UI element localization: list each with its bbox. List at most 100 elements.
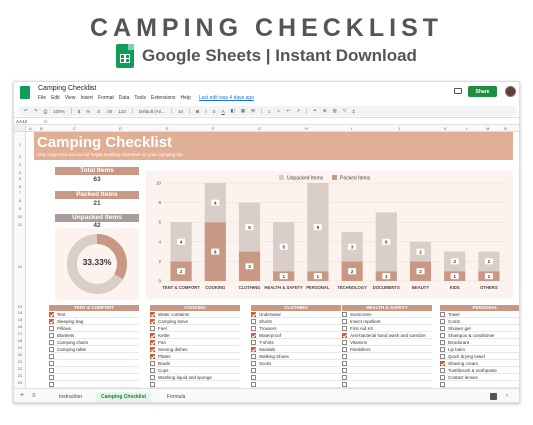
comment-icon[interactable]: [454, 88, 462, 94]
checklist-item-label[interactable]: Towel: [448, 311, 460, 317]
checklist-item-label[interactable]: Lip balm: [448, 346, 466, 352]
checklist-item-label[interactable]: Sleeping bag: [57, 318, 84, 324]
sheet-tab[interactable]: Camping Checklist: [96, 392, 152, 402]
comment-add-icon[interactable]: ⊕: [322, 108, 327, 113]
menu-item-insert[interactable]: Insert: [80, 95, 93, 101]
row-header[interactable]: 9: [18, 206, 22, 211]
checkbox[interactable]: [49, 339, 54, 345]
checklist-item-label[interactable]: Pillows: [57, 325, 72, 331]
explore-icon[interactable]: [490, 393, 497, 400]
checklist-item-label[interactable]: Blankets: [57, 332, 75, 338]
add-sheet-icon[interactable]: +: [20, 392, 25, 399]
row-header[interactable]: 24: [17, 380, 23, 385]
checkbox[interactable]: [49, 325, 54, 331]
row-header[interactable]: 15: [17, 317, 23, 322]
checklist-item-label[interactable]: Toothbrush & toothpaste: [448, 367, 497, 373]
checkbox[interactable]: [251, 325, 256, 331]
checkbox[interactable]: [440, 311, 445, 317]
checkbox[interactable]: [150, 381, 155, 387]
checkbox[interactable]: [440, 381, 445, 387]
checkbox[interactable]: [342, 318, 347, 324]
checkbox[interactable]: [342, 311, 347, 317]
checklist-item-label[interactable]: Insect repellent: [350, 318, 381, 324]
row-header[interactable]: 7: [18, 190, 22, 195]
link-icon[interactable]: ⚭: [313, 108, 317, 113]
percent-format-button[interactable]: %: [86, 108, 91, 114]
menu-item-help[interactable]: Help: [180, 95, 191, 101]
font-select[interactable]: Default (Ari...: [138, 108, 166, 114]
row-header[interactable]: 18: [17, 338, 23, 343]
checklist-item-label[interactable]: Shampoo & conditioner: [448, 332, 495, 338]
checkbox[interactable]: [251, 311, 256, 317]
strikethrough-button[interactable]: S: [212, 108, 216, 114]
font-size-input[interactable]: 10: [178, 108, 184, 114]
checkbox[interactable]: [440, 360, 445, 366]
checkbox[interactable]: [342, 374, 347, 380]
undo-icon[interactable]: ↶: [24, 108, 28, 113]
checklist-item-label[interactable]: Contact lenses: [448, 374, 478, 380]
checkbox[interactable]: [251, 339, 256, 345]
checkbox[interactable]: [440, 339, 445, 345]
checklist-item-label[interactable]: Painkillers: [350, 346, 371, 352]
row-header[interactable]: 12: [17, 264, 23, 269]
row-header[interactable]: 8: [18, 198, 22, 203]
checklist-item-label[interactable]: Deodorant: [448, 339, 470, 345]
row-header[interactable]: 3: [18, 162, 22, 167]
checkbox[interactable]: [251, 367, 256, 373]
column-header[interactable]: K: [444, 126, 447, 131]
checklist-item-label[interactable]: Comb: [448, 318, 461, 324]
row-header[interactable]: 1: [18, 142, 22, 147]
currency-format-button[interactable]: $: [77, 108, 81, 114]
checkbox[interactable]: [49, 381, 54, 387]
column-header[interactable]: G: [258, 126, 262, 131]
rotate-icon[interactable]: ↗: [296, 108, 301, 113]
italic-button[interactable]: I: [205, 108, 207, 114]
checkbox[interactable]: [150, 353, 155, 359]
fill-color-icon[interactable]: ◧: [230, 108, 235, 113]
last-edit-link[interactable]: Last edit was 4 days ago: [198, 95, 254, 101]
checklist-item-label[interactable]: Shorts: [259, 318, 273, 324]
checklist-item-label[interactable]: Quick drying towel: [448, 353, 485, 359]
checkbox[interactable]: [150, 339, 155, 345]
checklist-item-label[interactable]: Trousers: [259, 325, 277, 331]
checkbox[interactable]: [251, 353, 256, 359]
checkbox[interactable]: [251, 318, 256, 324]
checkbox[interactable]: [342, 381, 347, 387]
checkbox[interactable]: [150, 311, 155, 317]
filter-icon[interactable]: ▽: [342, 108, 347, 113]
menu-item-data[interactable]: Data: [118, 95, 130, 101]
checklist-item-label[interactable]: Pan: [158, 339, 167, 345]
column-header[interactable]: A: [29, 126, 32, 131]
column-header[interactable]: C: [73, 126, 76, 131]
menu-item-tools[interactable]: Tools: [134, 95, 147, 101]
star-icon[interactable]: ☆: [87, 85, 94, 92]
checkbox[interactable]: [342, 367, 347, 373]
row-header[interactable]: 21: [17, 359, 23, 364]
checklist-item-label[interactable]: Underwear: [259, 311, 282, 317]
column-header[interactable]: H: [305, 126, 308, 131]
column-header[interactable]: B: [40, 126, 43, 131]
checkbox[interactable]: [251, 332, 256, 338]
redo-icon[interactable]: ↷: [33, 108, 38, 113]
chart-icon[interactable]: ▥: [332, 108, 337, 113]
row-header[interactable]: 14: [17, 310, 23, 315]
checklist-item-label[interactable]: Camping chairs: [57, 339, 89, 345]
share-button[interactable]: Share: [468, 86, 497, 97]
borders-icon[interactable]: ▦: [240, 108, 246, 113]
menu-item-edit[interactable]: Edit: [51, 95, 60, 101]
checkbox[interactable]: [49, 374, 54, 380]
checklist-item-label[interactable]: Water container: [158, 311, 190, 317]
avatar[interactable]: [505, 86, 516, 97]
column-header[interactable]: J: [398, 126, 400, 131]
column-header[interactable]: M: [486, 126, 490, 131]
checkbox[interactable]: [251, 346, 256, 352]
row-header[interactable]: 20: [17, 352, 23, 357]
row-header[interactable]: 22: [17, 366, 23, 371]
checkbox[interactable]: [49, 311, 54, 317]
checkbox[interactable]: [150, 360, 155, 366]
name-box[interactable]: AA12: [16, 119, 28, 124]
select-all-corner[interactable]: [14, 125, 26, 132]
number-format-button[interactable]: 123: [118, 108, 126, 114]
checklist-item-label[interactable]: Camping table: [57, 346, 87, 352]
row-header[interactable]: 23: [17, 373, 23, 378]
